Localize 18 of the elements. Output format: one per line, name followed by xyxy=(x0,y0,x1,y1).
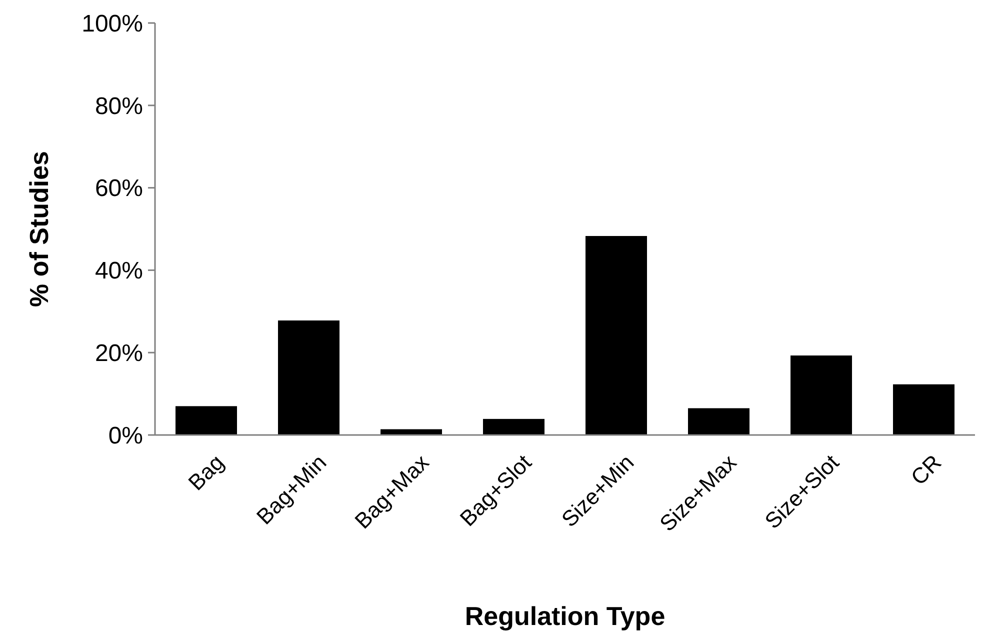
bar xyxy=(278,320,340,435)
bar xyxy=(893,384,954,435)
bar xyxy=(586,236,647,435)
x-axis-title: Regulation Type xyxy=(464,601,666,631)
y-tick-label: 100% xyxy=(82,10,143,38)
bar xyxy=(688,408,750,435)
y-tick-label: 40% xyxy=(94,258,143,285)
bar xyxy=(483,418,544,435)
y-tick-label: 60% xyxy=(94,175,143,202)
y-tick-label: 20% xyxy=(94,340,143,367)
y-tick-label: 80% xyxy=(94,92,143,120)
bar xyxy=(790,355,852,435)
y-axis-title: % of Studies xyxy=(24,150,54,308)
bar xyxy=(380,429,442,435)
x-tick-label: Bag xyxy=(183,450,229,496)
y-tick-label: 0% xyxy=(108,422,143,450)
bar xyxy=(176,406,237,435)
x-tick-label: CR xyxy=(906,450,946,490)
